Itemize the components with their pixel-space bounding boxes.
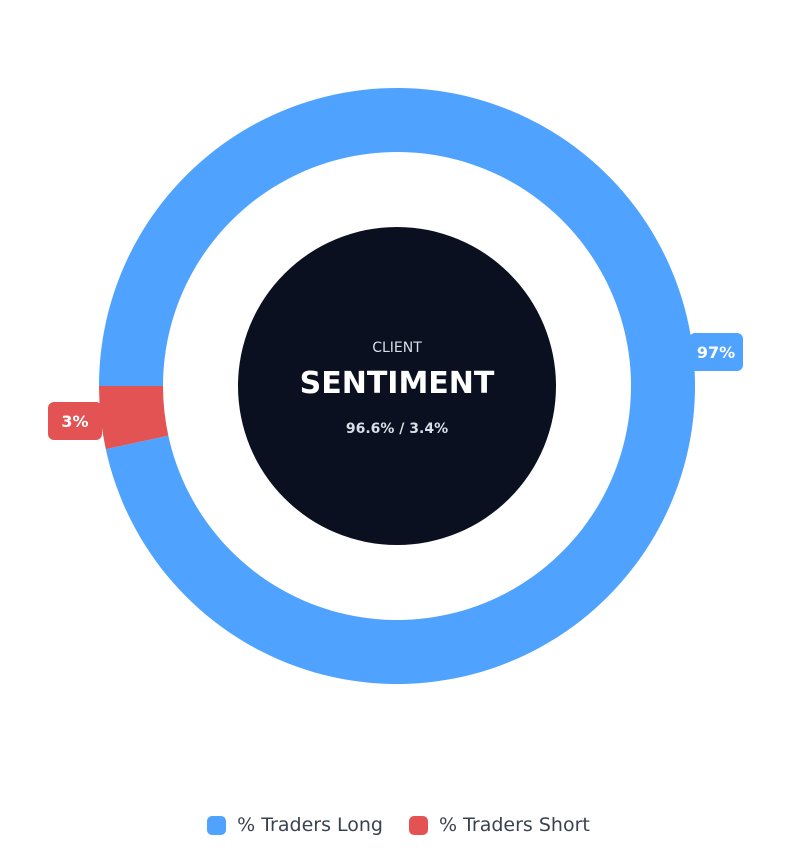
legend-label-long: % Traders Long	[237, 814, 383, 836]
data-label-text-short: 3%	[61, 412, 88, 431]
legend-item-long[interactable]: % Traders Long	[207, 814, 383, 836]
legend-item-short[interactable]: % Traders Short	[408, 814, 590, 836]
data-labels: 97% 3%	[48, 333, 743, 440]
center-title: SENTIMENT	[300, 366, 495, 401]
legend-swatch-long	[207, 815, 227, 835]
slice-short[interactable]	[99, 386, 169, 450]
sentiment-donut-chart: CLIENT SENTIMENT 96.6% / 3.4% 97% 3%	[48, 88, 743, 685]
donut-slices	[99, 88, 696, 685]
center-disc	[238, 227, 556, 545]
legend: % Traders Long % Traders Short	[0, 814, 797, 836]
legend-swatch-short	[408, 815, 428, 835]
data-label-badge-long	[689, 333, 743, 371]
legend-label-short: % Traders Short	[438, 814, 590, 836]
center-ratio: 96.6% / 3.4%	[346, 421, 448, 437]
data-label-text-long: 97%	[697, 343, 735, 362]
data-label-badge-short	[48, 402, 102, 440]
data-label-long: 97%	[689, 333, 743, 371]
data-label-short: 3%	[48, 402, 102, 440]
center-kicker: CLIENT	[372, 340, 422, 356]
